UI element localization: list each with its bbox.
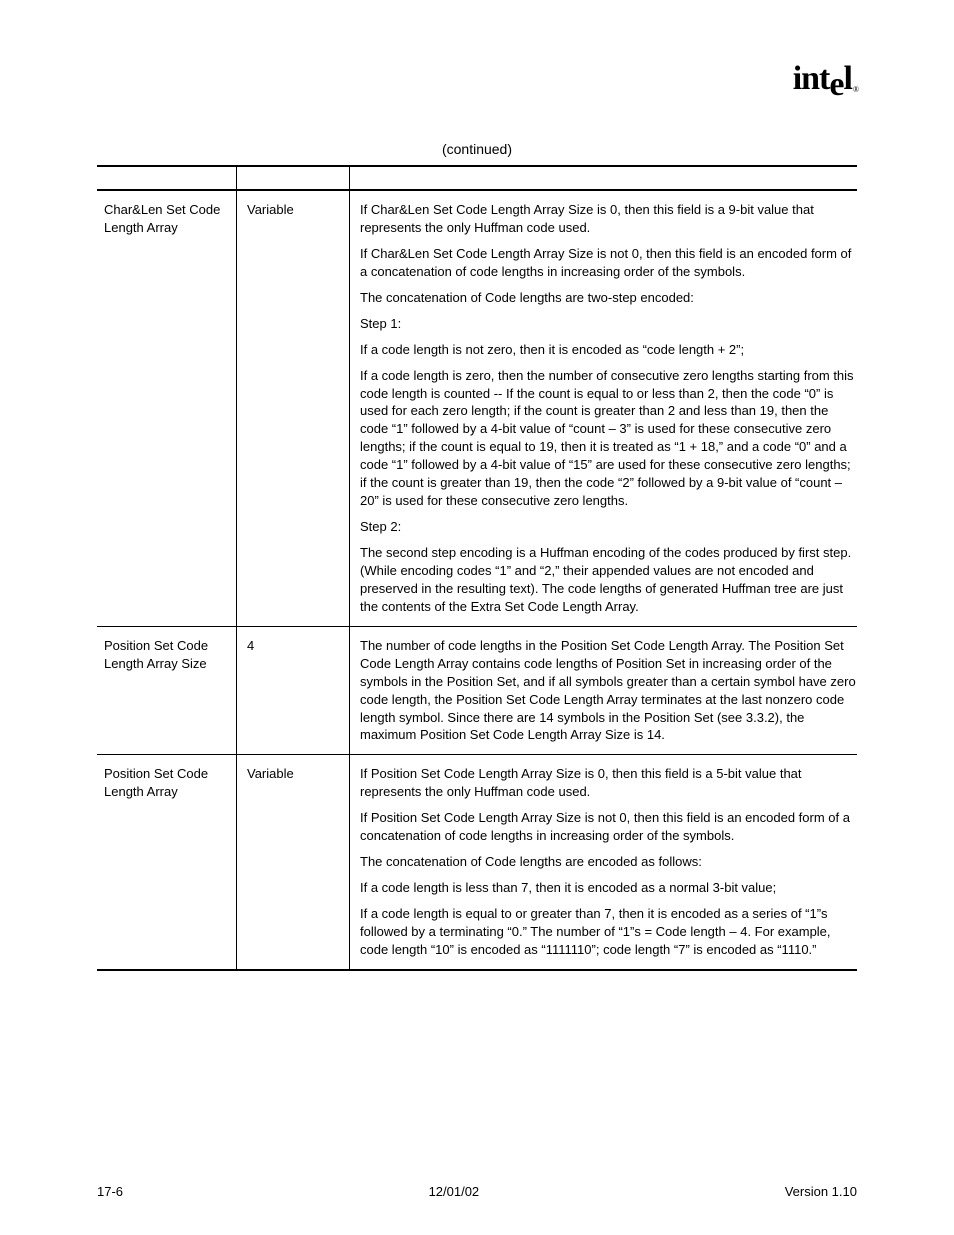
field-size-cell: 4	[237, 626, 350, 755]
desc-paragraph: If Position Set Code Length Array Size i…	[360, 809, 857, 845]
registered-mark: ®	[853, 85, 858, 94]
desc-paragraph: If Char&Len Set Code Length Array Size i…	[360, 245, 857, 281]
footer-version: Version 1.10	[785, 1184, 857, 1199]
page-footer: 17-6 12/01/02 Version 1.10	[97, 1184, 857, 1199]
table-row: Char&Len Set Code Length ArrayVariableIf…	[97, 190, 857, 626]
field-name-cell: Position Set Code Length Array Size	[97, 626, 237, 755]
footer-page-number: 17-6	[97, 1184, 123, 1199]
desc-paragraph: The second step encoding is a Huffman en…	[360, 544, 857, 616]
field-size-cell: Variable	[237, 755, 350, 970]
field-desc-cell: If Char&Len Set Code Length Array Size i…	[350, 190, 858, 626]
table-row: Position Set Code Length Array Size4The …	[97, 626, 857, 755]
desc-paragraph: If a code length is less than 7, then it…	[360, 879, 857, 897]
desc-paragraph: The concatenation of Code lengths are en…	[360, 853, 857, 871]
desc-paragraph: If Char&Len Set Code Length Array Size i…	[360, 201, 857, 237]
table-row: Position Set Code Length ArrayVariableIf…	[97, 755, 857, 970]
footer-date: 12/01/02	[429, 1184, 480, 1199]
desc-paragraph: Step 1:	[360, 315, 857, 333]
table-header-rule	[97, 166, 857, 190]
desc-paragraph: The number of code lengths in the Positi…	[360, 637, 857, 745]
field-name-cell: Char&Len Set Code Length Array	[97, 190, 237, 626]
desc-paragraph: If a code length is not zero, then it is…	[360, 341, 857, 359]
spec-table: Char&Len Set Code Length ArrayVariableIf…	[97, 165, 857, 971]
field-size-cell: Variable	[237, 190, 350, 626]
intel-logo: intel®	[793, 62, 857, 96]
field-desc-cell: If Position Set Code Length Array Size i…	[350, 755, 858, 970]
desc-paragraph: The concatenation of Code lengths are tw…	[360, 289, 857, 307]
desc-paragraph: If a code length is equal to or greater …	[360, 905, 857, 959]
desc-paragraph: If a code length is zero, then the numbe…	[360, 367, 857, 511]
table-caption: (continued)	[97, 141, 857, 157]
desc-paragraph: Step 2:	[360, 518, 857, 536]
field-desc-cell: The number of code lengths in the Positi…	[350, 626, 858, 755]
field-name-cell: Position Set Code Length Array	[97, 755, 237, 970]
desc-paragraph: If Position Set Code Length Array Size i…	[360, 765, 857, 801]
